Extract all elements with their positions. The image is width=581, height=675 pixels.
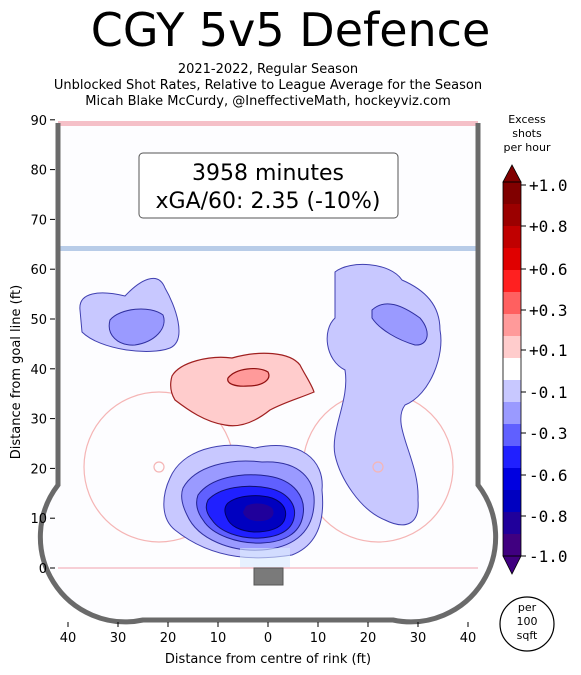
- stats-xga: xGA/60: 2.35 (-10%): [156, 189, 381, 214]
- x-tick-label: 40: [60, 631, 77, 646]
- colorbar-extend-bottom: [502, 555, 522, 575]
- colorbar-segment: [503, 182, 521, 205]
- unit-badge-line-1: per: [518, 601, 537, 614]
- colorbar-tick-label: -1.0: [529, 547, 568, 566]
- y-tick-label: 50: [30, 313, 47, 328]
- y-tick-label: 0: [39, 562, 47, 577]
- subtitle-author: Micah Blake McCurdy, @IneffectiveMath, h…: [85, 94, 451, 109]
- left-faceoff-dot: [153, 461, 165, 473]
- colorbar-segment: [503, 204, 521, 227]
- rink-boards: [37, 123, 499, 625]
- colorbar-tick-label: +0.1: [529, 341, 568, 360]
- y-tick-label: 30: [30, 413, 47, 428]
- region-high-slot-inner: [227, 368, 270, 387]
- colorbar-title-3: per hour: [504, 141, 551, 154]
- colorbar-segment: [503, 336, 521, 359]
- colorbar: +1.0 +0.8 +0.6 +0.3 +0.1 -0.1 -0.3 -0.6 -0.8 -1.0: [502, 164, 568, 575]
- colorbar-segment: [503, 490, 521, 513]
- colorbar-tick-label: +1.0: [529, 176, 568, 195]
- colorbar-title-1: Excess: [508, 113, 546, 126]
- colorbar-segment: [503, 468, 521, 491]
- region-high-slot: [170, 352, 315, 427]
- colorbar-extend-top: [502, 164, 522, 183]
- colorbar-segment: [503, 292, 521, 315]
- subtitle-description: Unblocked Shot Rates, Relative to League…: [53, 78, 483, 93]
- colorbar-segment: [503, 248, 521, 271]
- colorbar-segment: [503, 424, 521, 447]
- y-tick-label: 70: [30, 213, 47, 228]
- x-tick-label: 30: [410, 631, 427, 646]
- x-tick-label: 0: [264, 631, 272, 646]
- colorbar-segment: [503, 380, 521, 403]
- y-tick-label: 90: [30, 114, 47, 129]
- stats-minutes: 3958 minutes: [192, 161, 344, 186]
- goal-net: [253, 567, 284, 586]
- unit-badge: [499, 596, 555, 652]
- colorbar-segment: [503, 270, 521, 293]
- x-axis-label: Distance from centre of rink (ft): [165, 652, 371, 667]
- colorbar-segment: [503, 534, 521, 557]
- colorbar-tick-label: +0.8: [529, 217, 568, 236]
- region-slot-peak: [243, 503, 274, 522]
- y-tick-label: 40: [30, 363, 47, 378]
- unit-badge-line-2: 100: [517, 615, 538, 628]
- colorbar-tick-label: -0.8: [529, 507, 568, 526]
- stats-box: [138, 152, 399, 219]
- region-right-point-inner: [371, 303, 428, 346]
- x-tick-label: 20: [360, 631, 377, 646]
- subtitle-season: 2021-2022, Regular Season: [177, 62, 359, 77]
- colorbar-tick-label: -0.3: [529, 424, 568, 443]
- colorbar-tick-label: +0.3: [529, 301, 568, 320]
- colorbar-frame: [502, 181, 522, 557]
- colorbar-tick-label: -0.1: [529, 383, 568, 402]
- x-tick-label: 30: [110, 631, 127, 646]
- colorbar-segment: [503, 512, 521, 535]
- region-left-point-inner: [108, 308, 165, 346]
- colorbar-segment: [503, 446, 521, 469]
- y-axis-label: Distance from goal line (ft): [9, 285, 24, 459]
- colorbar-segment: [503, 402, 521, 425]
- x-tick-label: 10: [310, 631, 327, 646]
- colorbar-segment: [503, 226, 521, 249]
- x-tick-label: 20: [160, 631, 177, 646]
- colorbar-segment: [503, 358, 521, 381]
- y-tick-label: 60: [30, 263, 47, 278]
- y-tick-label: 80: [30, 164, 47, 179]
- centre-line: [58, 121, 478, 126]
- chart-title: CGY 5v5 Defence: [90, 3, 491, 57]
- blue-line: [58, 246, 478, 251]
- colorbar-tick-label: +0.6: [529, 260, 568, 279]
- unit-badge-line-3: sqft: [517, 629, 538, 642]
- axes: 40 30 20 10 0 10 20 30 40 0 10 20 30 40 50 60 70 80 90: [30, 114, 476, 646]
- colorbar-segment: [503, 314, 521, 337]
- colorbar-tick-label: -0.6: [529, 466, 568, 485]
- right-faceoff-dot: [372, 461, 384, 473]
- y-tick-label: 10: [30, 512, 47, 527]
- y-tick-label: 20: [30, 462, 47, 477]
- x-tick-label: 40: [460, 631, 477, 646]
- colorbar-title-2: shots: [512, 127, 542, 140]
- x-tick-label: 10: [210, 631, 227, 646]
- crease-area: [240, 548, 290, 568]
